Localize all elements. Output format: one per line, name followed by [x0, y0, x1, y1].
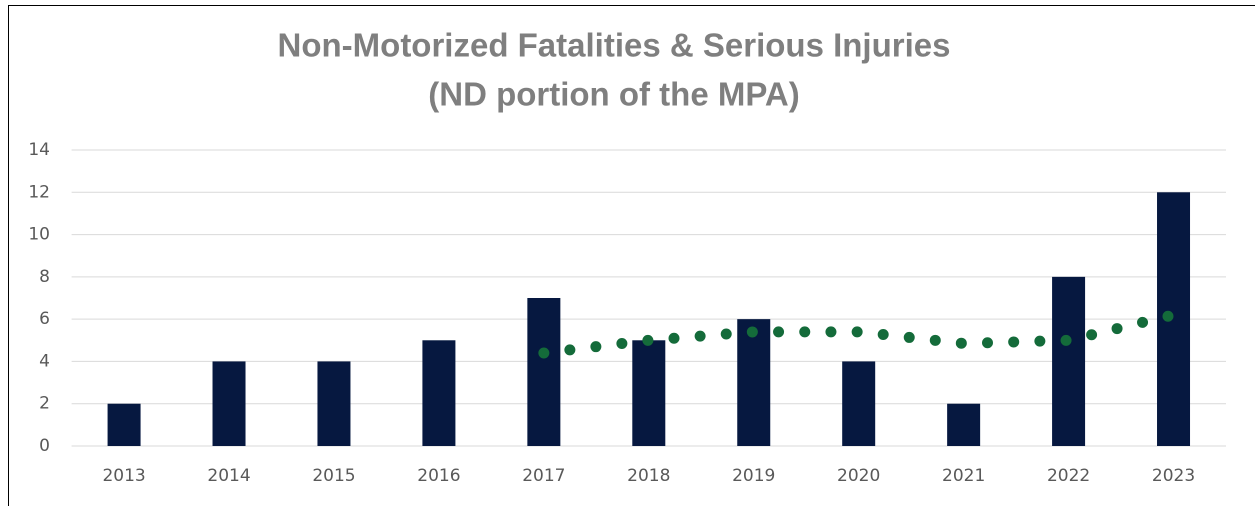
bar	[213, 361, 246, 446]
x-tick-label: 2017	[522, 466, 565, 486]
y-tick-label: 10	[28, 225, 50, 245]
y-tick-label: 8	[39, 267, 50, 287]
bar	[842, 361, 875, 446]
bar	[317, 361, 350, 446]
x-tick-label: 2018	[627, 466, 670, 486]
x-tick-label: 2020	[837, 466, 880, 486]
bar	[108, 404, 141, 446]
x-tick-label: 2023	[1152, 466, 1195, 486]
y-tick-label: 14	[28, 140, 50, 160]
y-tick-label: 6	[39, 309, 50, 329]
bar	[527, 298, 560, 446]
bar	[422, 340, 455, 446]
x-tick-label: 2015	[312, 466, 355, 486]
bar	[1052, 277, 1085, 446]
bar	[737, 319, 770, 446]
x-tick-label: 2022	[1047, 466, 1090, 486]
chart-title: Non-Motorized Fatalities & Serious Injur…	[278, 27, 951, 64]
x-tick-label: 2019	[732, 466, 775, 486]
bar	[947, 404, 980, 446]
y-tick-label: 2	[39, 394, 50, 414]
x-tick-label: 2016	[417, 466, 460, 486]
bar	[632, 340, 665, 446]
y-tick-label: 12	[28, 182, 50, 202]
x-tick-label: 2021	[942, 466, 985, 486]
y-tick-label: 4	[39, 351, 50, 371]
x-tick-label: 2014	[207, 466, 250, 486]
bar	[1157, 192, 1190, 446]
y-tick-label: 0	[39, 436, 50, 456]
x-tick-label: 2013	[102, 466, 145, 486]
chart-subtitle: (ND portion of the MPA)	[428, 76, 799, 113]
